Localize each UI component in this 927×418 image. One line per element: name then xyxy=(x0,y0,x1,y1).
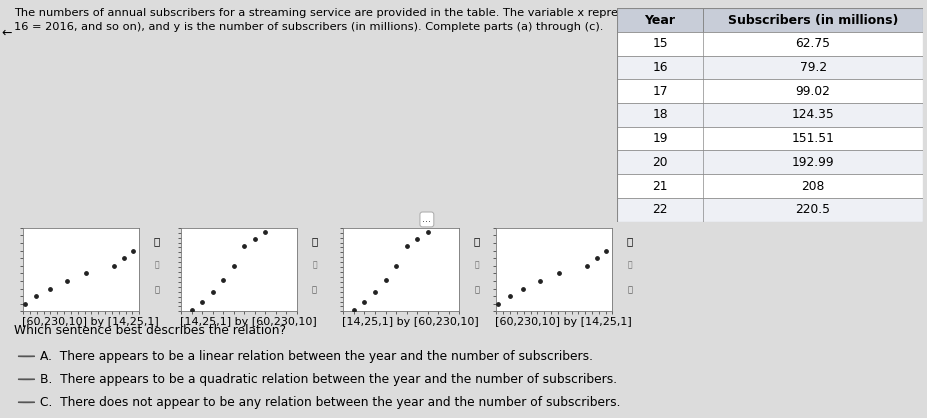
Text: 20: 20 xyxy=(652,156,667,169)
Point xyxy=(367,289,382,296)
Point xyxy=(388,263,403,270)
FancyBboxPatch shape xyxy=(616,174,922,198)
Text: 🔍: 🔍 xyxy=(474,237,479,246)
Point xyxy=(410,235,425,242)
Text: 18: 18 xyxy=(652,108,667,122)
Text: 151.51: 151.51 xyxy=(791,132,833,145)
Text: 21: 21 xyxy=(652,179,667,193)
Text: The numbers of annual subscribers for a streaming service are provided in the ta: The numbers of annual subscribers for a … xyxy=(14,8,771,32)
Text: 🔍: 🔍 xyxy=(155,260,159,269)
Point xyxy=(107,263,121,269)
FancyBboxPatch shape xyxy=(616,103,922,127)
Text: 🔍: 🔍 xyxy=(627,237,632,246)
Point xyxy=(59,278,74,284)
Point xyxy=(357,298,372,305)
Point xyxy=(551,270,565,277)
Text: ...: ... xyxy=(422,214,431,224)
Text: ⛶: ⛶ xyxy=(474,285,479,294)
Text: Which sentence best describes the relation?: Which sentence best describes the relati… xyxy=(14,324,286,337)
Point xyxy=(43,285,57,292)
Point xyxy=(18,301,32,307)
Point xyxy=(377,276,392,283)
Text: A.  There appears to be a linear relation between the year and the number of sub: A. There appears to be a linear relation… xyxy=(41,350,592,363)
Point xyxy=(117,255,132,262)
Point xyxy=(125,247,140,254)
Point xyxy=(502,293,516,300)
Point xyxy=(29,293,44,300)
Text: 62.75: 62.75 xyxy=(794,37,830,51)
Text: 192.99: 192.99 xyxy=(791,156,833,169)
Point xyxy=(248,235,262,242)
Point xyxy=(184,307,198,314)
Text: [14,25,1] by [60,230,10]: [14,25,1] by [60,230,10] xyxy=(180,317,316,327)
FancyBboxPatch shape xyxy=(616,79,922,103)
Point xyxy=(215,276,230,283)
Text: 220.5: 220.5 xyxy=(794,203,830,216)
FancyBboxPatch shape xyxy=(616,8,922,32)
Text: ⛶: ⛶ xyxy=(311,285,317,294)
Text: 79.2: 79.2 xyxy=(799,61,826,74)
Point xyxy=(399,243,413,250)
Point xyxy=(490,301,505,307)
Text: 124.35: 124.35 xyxy=(791,108,833,122)
FancyBboxPatch shape xyxy=(616,32,922,56)
Text: C.  There does not appear to be any relation between the year and the number of : C. There does not appear to be any relat… xyxy=(41,396,620,409)
Point xyxy=(515,285,530,292)
Text: 99.02: 99.02 xyxy=(794,85,830,98)
Point xyxy=(532,278,547,284)
Text: ⛶: ⛶ xyxy=(154,285,159,294)
Point xyxy=(598,247,613,254)
Text: B.  There appears to be a quadratic relation between the year and the number of : B. There appears to be a quadratic relat… xyxy=(41,373,616,386)
Text: [14,25,1] by [60,230,10]: [14,25,1] by [60,230,10] xyxy=(342,317,478,327)
Text: 22: 22 xyxy=(652,203,667,216)
Text: 208: 208 xyxy=(801,179,824,193)
Text: 🔍: 🔍 xyxy=(628,260,631,269)
FancyBboxPatch shape xyxy=(616,198,922,222)
Point xyxy=(579,263,594,269)
Text: 🔍: 🔍 xyxy=(154,237,159,246)
FancyBboxPatch shape xyxy=(616,56,922,79)
Text: [60,230,10] by [14,25,1]: [60,230,10] by [14,25,1] xyxy=(22,317,159,327)
Text: 🔍: 🔍 xyxy=(312,260,316,269)
Point xyxy=(346,307,361,314)
Text: Subscribers (in millions): Subscribers (in millions) xyxy=(727,14,897,27)
Text: [60,230,10] by [14,25,1]: [60,230,10] by [14,25,1] xyxy=(495,317,631,327)
FancyBboxPatch shape xyxy=(616,150,922,174)
Text: 🔍: 🔍 xyxy=(311,237,317,246)
Point xyxy=(78,270,93,277)
Point xyxy=(590,255,604,262)
Point xyxy=(205,289,220,296)
Text: 17: 17 xyxy=(652,85,667,98)
Point xyxy=(258,229,273,236)
Point xyxy=(195,298,210,305)
Text: ←: ← xyxy=(2,27,12,40)
Point xyxy=(420,229,435,236)
FancyBboxPatch shape xyxy=(616,127,922,150)
Text: 15: 15 xyxy=(652,37,667,51)
Point xyxy=(226,263,241,270)
Point xyxy=(236,243,251,250)
Text: ⛶: ⛶ xyxy=(627,285,632,294)
Text: Year: Year xyxy=(643,14,675,27)
Text: 🔍: 🔍 xyxy=(475,260,478,269)
Text: 19: 19 xyxy=(652,132,667,145)
Text: 16: 16 xyxy=(652,61,667,74)
